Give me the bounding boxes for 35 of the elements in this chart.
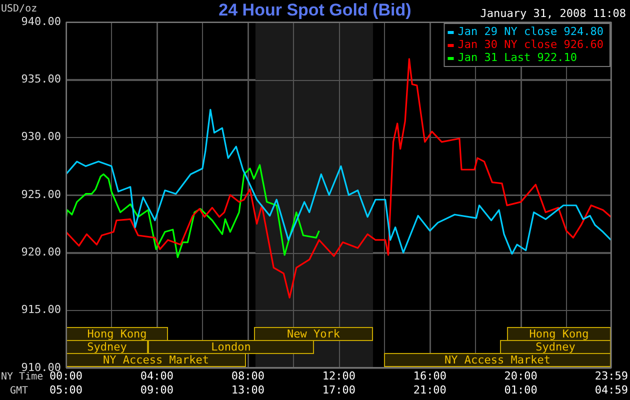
chart-subtitle: January 31, 2008 11:08 xyxy=(480,6,626,20)
x2-tick-label: 04:59 xyxy=(594,383,628,396)
legend-label: Jan 29 NY close 924.80 xyxy=(458,24,604,38)
x2-tick-label: 01:00 xyxy=(504,383,538,396)
y-tick-label: 940.00 xyxy=(21,14,61,28)
band-label: NY Access Market xyxy=(444,353,550,366)
y-tick-label: 930.00 xyxy=(21,130,61,144)
x-tick-label: 23:59 xyxy=(594,369,628,382)
y-tick-label: 920.00 xyxy=(21,246,61,259)
x2-tick-label: 21:00 xyxy=(413,383,446,396)
band-label: New York xyxy=(287,327,340,340)
chart-title: 24 Hour Spot Gold (Bid) xyxy=(218,0,412,20)
y-tick-label: 925.00 xyxy=(21,188,61,201)
x-tick-label: 12:00 xyxy=(322,369,356,382)
x-tick-label: 16:00 xyxy=(413,369,446,382)
band-label: Sydney xyxy=(87,340,128,354)
x-tick-label: 04:00 xyxy=(140,369,174,382)
band-label: Hong Kong xyxy=(529,327,589,340)
x2-tick-label: 05:00 xyxy=(49,383,83,396)
band-label: London xyxy=(211,340,251,354)
legend-label: Jan 30 NY close 926.60 xyxy=(458,38,604,51)
x2-tick-label: 13:00 xyxy=(231,383,265,396)
x2-tick-label: 17:00 xyxy=(322,383,356,396)
x2-tick-label: 09:00 xyxy=(140,383,174,396)
legend-label: Jan 31 Last 922.10 xyxy=(458,50,577,64)
x-tick-label: 20:00 xyxy=(504,369,538,382)
y-axis-title: USD/oz xyxy=(1,4,38,15)
band-label: NY Access Market xyxy=(103,353,209,366)
y-tick-label: 935.00 xyxy=(21,72,61,86)
x-axis-title: NY Time xyxy=(1,372,44,383)
x2-axis-title: GMT xyxy=(10,386,28,397)
band-label: Sydney xyxy=(536,340,576,354)
x-tick-label: 08:00 xyxy=(231,369,265,382)
band-label: Hong Kong xyxy=(87,327,147,340)
y-tick-label: 915.00 xyxy=(21,303,61,316)
